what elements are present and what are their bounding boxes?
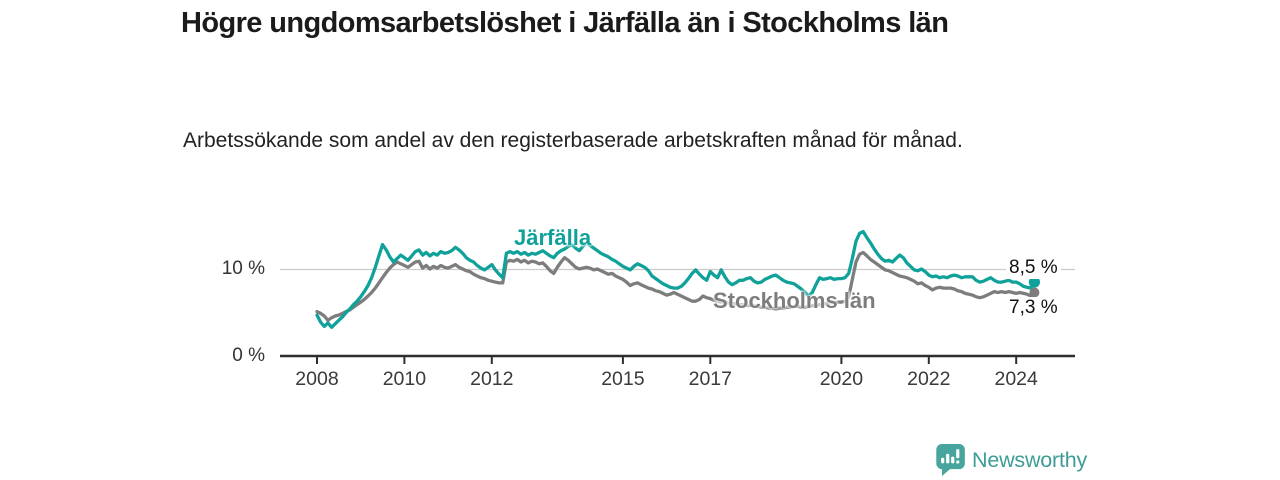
end-dot-jarfalla bbox=[1028, 276, 1040, 288]
x-tick-label: 2024 bbox=[994, 368, 1038, 390]
end-value-label-stockholms-lan: 7,3 % bbox=[1006, 297, 1061, 319]
newsworthy-brand-text: Newsworthy bbox=[972, 447, 1088, 472]
brand-footer: Newsworthy bbox=[935, 444, 1087, 476]
x-tick-label: 2017 bbox=[688, 368, 732, 390]
end-value-label-jarfalla: 8,5 % bbox=[1006, 257, 1061, 279]
series-label-stockholms-lan: Stockholms län bbox=[713, 288, 876, 313]
end-dot-stockholms-lan bbox=[1029, 287, 1040, 298]
series-line-jarfalla bbox=[315, 229, 1037, 329]
y-tick-label-0: 0 % bbox=[232, 345, 265, 366]
x-tick-label: 2008 bbox=[295, 368, 339, 390]
chart-subtitle: Arbetssökande som andel av den registerb… bbox=[183, 129, 963, 152]
newsworthy-logo-icon bbox=[936, 444, 965, 476]
series-label-jarfalla: Järfälla bbox=[514, 225, 592, 250]
x-tick-label: 2012 bbox=[470, 368, 514, 390]
series-line-stockholms-lan bbox=[315, 250, 1037, 322]
x-tick-label: 2010 bbox=[382, 368, 427, 390]
x-tick-label: 2015 bbox=[601, 368, 645, 390]
page-title: Högre ungdomsarbetslöshet i Järfälla än … bbox=[181, 7, 949, 39]
x-tick-label: 2020 bbox=[819, 368, 864, 390]
x-tick-label: 2022 bbox=[907, 368, 951, 390]
y-tick-label-10: 10 % bbox=[221, 258, 265, 279]
